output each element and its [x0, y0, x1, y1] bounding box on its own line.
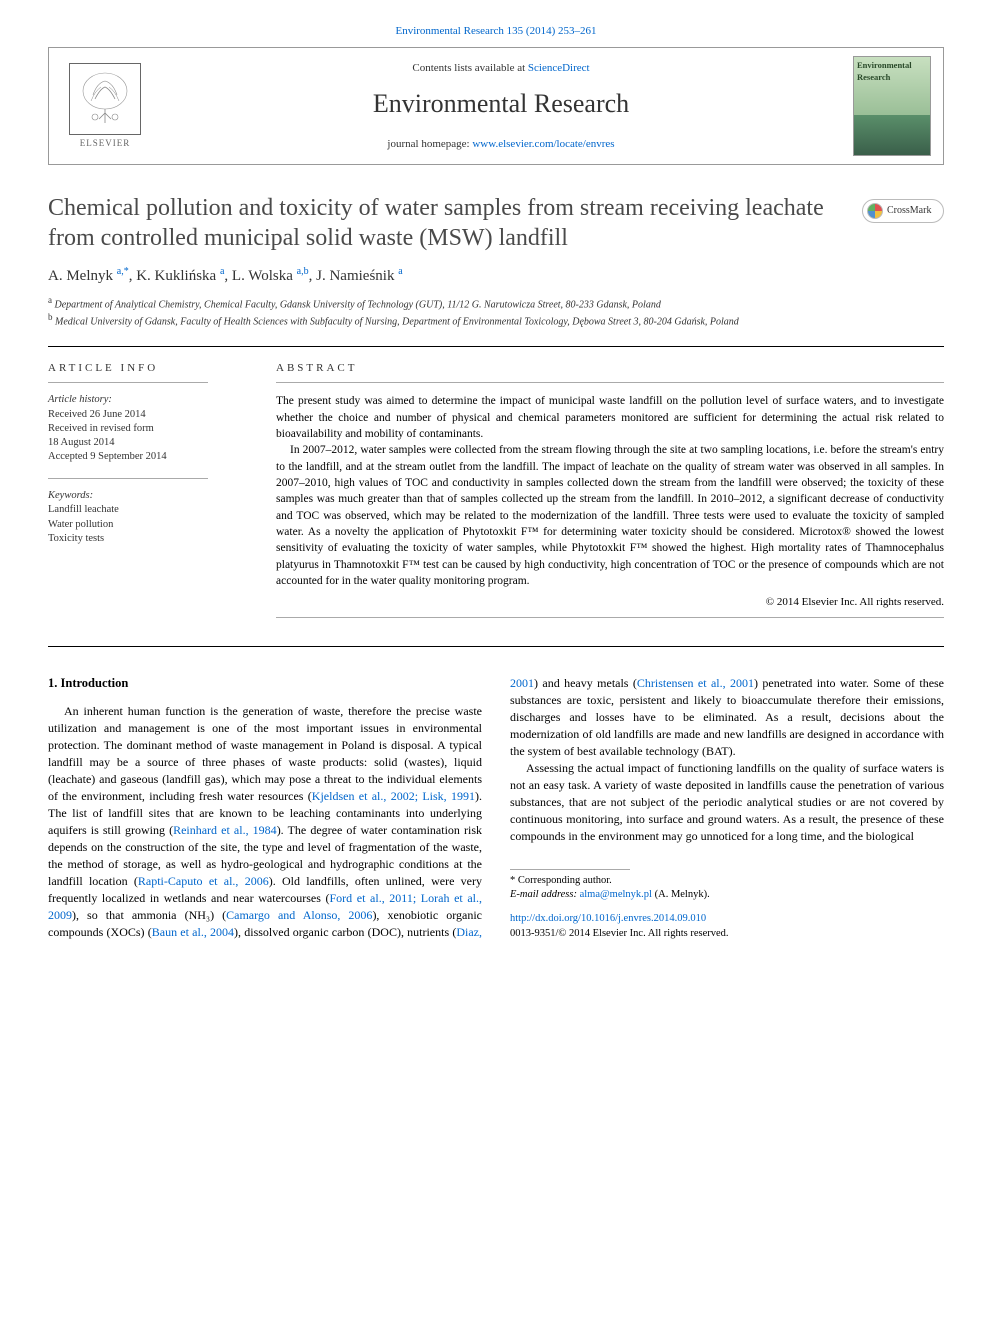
keywords-block: Keywords: Landfill leachate Water pollut…: [48, 489, 248, 546]
email-line: E-mail address: alma@melnyk.pl (A. Melny…: [510, 888, 944, 902]
contents-available: Contents lists available at ScienceDirec…: [149, 61, 853, 76]
footnotes: * Corresponding author. E-mail address: …: [510, 869, 944, 902]
article-title: Chemical pollution and toxicity of water…: [48, 193, 944, 253]
sciencedirect-link[interactable]: ScienceDirect: [528, 62, 590, 74]
intro-heading: 1. Introduction: [48, 675, 482, 693]
ref-link[interactable]: Reinhard et al., 1984: [173, 823, 277, 837]
ref-link[interactable]: Baun et al., 2004: [152, 925, 234, 939]
crossmark-icon: [867, 203, 883, 219]
abstract-label: ABSTRACT: [276, 361, 944, 376]
ref-link[interactable]: Camargo and Alonso, 2006: [226, 908, 372, 922]
intro-para-2: Assessing the actual impact of functioni…: [510, 760, 944, 845]
journal-title: Environmental Research: [149, 86, 853, 122]
issn-copyright: 0013-9351/© 2014 Elsevier Inc. All right…: [510, 927, 944, 942]
abstract-copyright: © 2014 Elsevier Inc. All rights reserved…: [276, 595, 944, 610]
article-info-column: ARTICLE INFO Article history: Received 2…: [48, 361, 248, 628]
ref-link[interactable]: Rapti-Caputo et al., 2006: [138, 874, 269, 888]
article-history: Article history: Received 26 June 2014 R…: [48, 393, 248, 464]
author-email-link[interactable]: alma@melnyk.pl: [580, 889, 652, 900]
doi-block: http://dx.doi.org/10.1016/j.envres.2014.…: [510, 912, 944, 942]
section-divider: [48, 346, 944, 347]
section-divider-2: [48, 646, 944, 647]
corresponding-author-note: * Corresponding author.: [510, 874, 944, 888]
journal-header: ELSEVIER Contents lists available at Sci…: [48, 47, 944, 165]
homepage-link[interactable]: www.elsevier.com/locate/envres: [472, 138, 614, 150]
affiliations: a Department of Analytical Chemistry, Ch…: [48, 295, 944, 328]
abstract-text: The present study was aimed to determine…: [276, 393, 944, 589]
article-info-label: ARTICLE INFO: [48, 361, 248, 376]
citation-link[interactable]: Environmental Research 135 (2014) 253–26…: [395, 25, 596, 37]
crossmark-badge[interactable]: CrossMark: [862, 199, 944, 223]
ref-link[interactable]: Kjeldsen et al., 2002; Lisk, 1991: [312, 789, 475, 803]
elsevier-label: ELSEVIER: [80, 137, 131, 150]
abstract-column: ABSTRACT The present study was aimed to …: [276, 361, 944, 628]
author-list: A. Melnyk a,*, K. Kuklińska a, L. Wolska…: [48, 265, 944, 287]
journal-homepage: journal homepage: www.elsevier.com/locat…: [149, 137, 853, 152]
doi-link[interactable]: http://dx.doi.org/10.1016/j.envres.2014.…: [510, 913, 706, 924]
body-text: 1. Introduction An inherent human functi…: [48, 675, 944, 942]
journal-cover-thumb: Environmental Research: [853, 56, 931, 156]
citation-line: Environmental Research 135 (2014) 253–26…: [48, 24, 944, 39]
elsevier-logo: ELSEVIER: [61, 56, 149, 156]
ref-link[interactable]: Christensen et al., 2001: [637, 676, 754, 690]
elsevier-tree-icon: [69, 63, 141, 135]
